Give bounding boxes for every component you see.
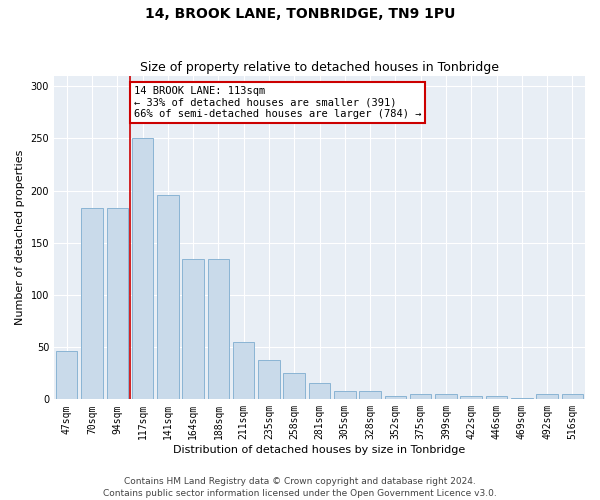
Bar — [81, 208, 103, 400]
Bar — [460, 396, 482, 400]
Bar — [334, 391, 356, 400]
Bar — [562, 394, 583, 400]
Bar — [511, 398, 533, 400]
Bar — [208, 260, 229, 400]
Bar — [410, 394, 431, 400]
Bar — [233, 342, 254, 400]
Bar — [536, 394, 558, 400]
Bar — [283, 373, 305, 400]
Bar — [157, 194, 179, 400]
Bar — [359, 391, 381, 400]
Bar — [435, 394, 457, 400]
Bar — [107, 208, 128, 400]
Bar — [56, 352, 77, 400]
Bar — [486, 396, 507, 400]
Bar — [258, 360, 280, 400]
Bar — [182, 260, 204, 400]
Text: 14, BROOK LANE, TONBRIDGE, TN9 1PU: 14, BROOK LANE, TONBRIDGE, TN9 1PU — [145, 8, 455, 22]
Text: Contains HM Land Registry data © Crown copyright and database right 2024.
Contai: Contains HM Land Registry data © Crown c… — [103, 476, 497, 498]
Bar — [309, 382, 330, 400]
Bar — [132, 138, 153, 400]
Y-axis label: Number of detached properties: Number of detached properties — [15, 150, 25, 325]
Title: Size of property relative to detached houses in Tonbridge: Size of property relative to detached ho… — [140, 62, 499, 74]
Text: 14 BROOK LANE: 113sqm
← 33% of detached houses are smaller (391)
66% of semi-det: 14 BROOK LANE: 113sqm ← 33% of detached … — [134, 86, 421, 120]
Bar — [385, 396, 406, 400]
X-axis label: Distribution of detached houses by size in Tonbridge: Distribution of detached houses by size … — [173, 445, 466, 455]
